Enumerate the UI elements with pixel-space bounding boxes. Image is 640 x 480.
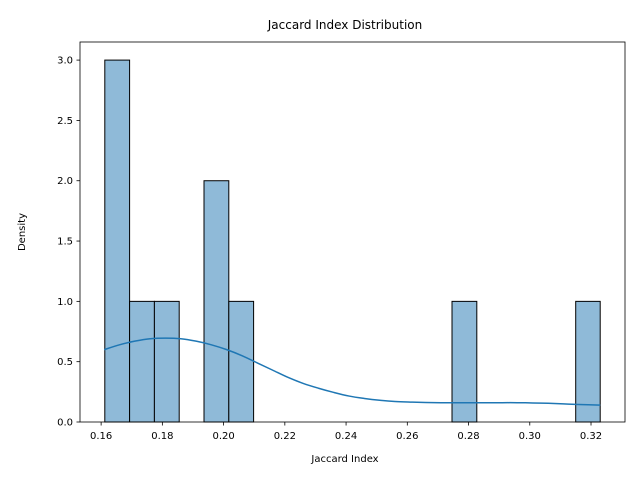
x-axis-label: Jaccard Index — [310, 454, 378, 465]
y-axis-ticks: 0.0 0.5 1.0 1.5 2.0 2.5 3.0 — [57, 56, 80, 429]
histogram-bar-2 — [153, 300, 180, 423]
x-axis-ticks: 0.16 0.18 0.20 0.22 0.24 0.26 0.28 0.30 0.32 — [90, 422, 602, 442]
y-tick-label: 2.0 — [57, 176, 73, 187]
x-tick-label: 0.20 — [212, 431, 234, 442]
histogram-bar-5 — [451, 300, 478, 423]
y-tick-label: 3.0 — [57, 56, 73, 67]
x-tick-label: 0.30 — [519, 431, 541, 442]
histogram-bars — [104, 59, 601, 423]
chart-title: Jaccard Index Distribution — [267, 18, 422, 32]
y-tick-label: 1.5 — [57, 237, 73, 248]
x-tick-label: 0.16 — [90, 431, 112, 442]
x-tick-label: 0.26 — [396, 431, 418, 442]
histogram-bar-6 — [575, 300, 601, 423]
x-tick-label: 0.28 — [457, 431, 479, 442]
x-tick-label: 0.18 — [151, 431, 173, 442]
histogram-bar-0 — [104, 59, 131, 423]
y-tick-label: 0.0 — [57, 418, 73, 429]
histogram-bar-3 — [203, 180, 230, 423]
x-tick-label: 0.32 — [580, 431, 602, 442]
y-tick-label: 2.5 — [57, 116, 73, 127]
y-tick-label: 0.5 — [57, 357, 73, 368]
plot-frame — [79, 41, 626, 423]
x-tick-label: 0.22 — [274, 431, 296, 442]
x-tick-label: 0.24 — [335, 431, 357, 442]
histogram-bar-4 — [228, 300, 255, 423]
y-tick-label: 1.0 — [57, 297, 73, 308]
histogram-bar-1 — [129, 300, 155, 423]
kde-curve — [103, 337, 601, 406]
y-axis-label: Density — [17, 213, 28, 251]
